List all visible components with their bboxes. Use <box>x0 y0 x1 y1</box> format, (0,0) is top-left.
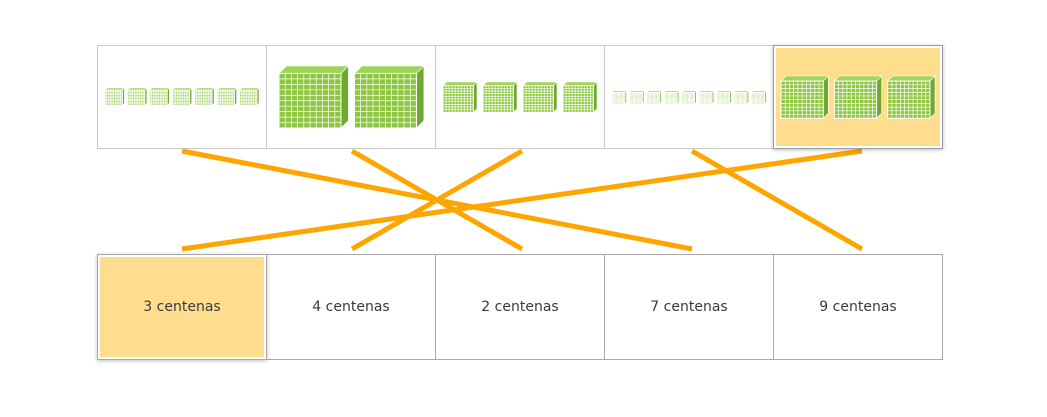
hundred-flat <box>733 89 750 105</box>
hundred-flat <box>886 74 936 119</box>
hundred-flat <box>628 89 645 105</box>
label-card-2-text: 4 centenas <box>312 299 390 315</box>
label-card-3[interactable]: 2 centenas <box>435 254 605 360</box>
block-card-4[interactable] <box>604 45 774 149</box>
block-card-3[interactable] <box>435 45 605 149</box>
hundred-flat <box>663 89 680 105</box>
hundred-flat <box>238 87 260 107</box>
base-ten-blocks-icon <box>780 74 936 119</box>
connection-line-5 <box>181 148 863 252</box>
label-card-2[interactable]: 4 centenas <box>266 254 436 360</box>
block-card-5[interactable] <box>773 45 943 149</box>
connection-line-3 <box>350 148 524 252</box>
base-ten-blocks-icon <box>104 87 260 107</box>
hundred-flat <box>193 87 215 107</box>
label-card-5[interactable]: 9 centenas <box>773 254 943 360</box>
label-card-5-text: 9 centenas <box>819 299 897 315</box>
connection-line-1 <box>181 148 693 252</box>
label-card-4-text: 7 centenas <box>650 299 728 315</box>
hundred-flat <box>171 87 193 107</box>
label-card-3-text: 2 centenas <box>481 299 559 315</box>
hundred-flat <box>698 89 715 105</box>
labels-row: 3 centenas 4 centenas 2 centenas 7 cente… <box>97 254 947 360</box>
hundred-flat <box>681 89 697 105</box>
block-card-2[interactable] <box>266 45 436 149</box>
block-card-1[interactable] <box>97 45 267 149</box>
hundred-flat <box>104 87 126 107</box>
hundred-flat <box>611 89 628 105</box>
hundred-flat <box>482 80 518 113</box>
blocks-row <box>97 45 947 149</box>
base-ten-blocks-icon <box>611 89 767 105</box>
hundred-flat <box>522 80 558 113</box>
hundred-flat <box>750 89 767 105</box>
base-ten-blocks-icon <box>277 65 425 129</box>
base-ten-blocks-icon <box>442 80 598 113</box>
hundred-flat <box>562 80 598 113</box>
hundred-flat <box>833 74 883 119</box>
hundred-flat <box>126 87 148 107</box>
hundred-flat <box>216 87 238 107</box>
hundred-flat <box>646 89 663 105</box>
hundred-flat <box>442 80 478 113</box>
label-card-1[interactable]: 3 centenas <box>97 254 267 360</box>
connection-line-2 <box>350 148 524 252</box>
hundred-flat <box>149 87 171 107</box>
label-card-4[interactable]: 7 centenas <box>604 254 774 360</box>
hundred-flat <box>277 65 349 129</box>
hundred-flat <box>353 65 425 129</box>
label-card-1-text: 3 centenas <box>143 299 221 315</box>
hundred-flat <box>715 89 732 105</box>
connection-line-4 <box>690 148 864 252</box>
hundred-flat <box>780 74 830 119</box>
